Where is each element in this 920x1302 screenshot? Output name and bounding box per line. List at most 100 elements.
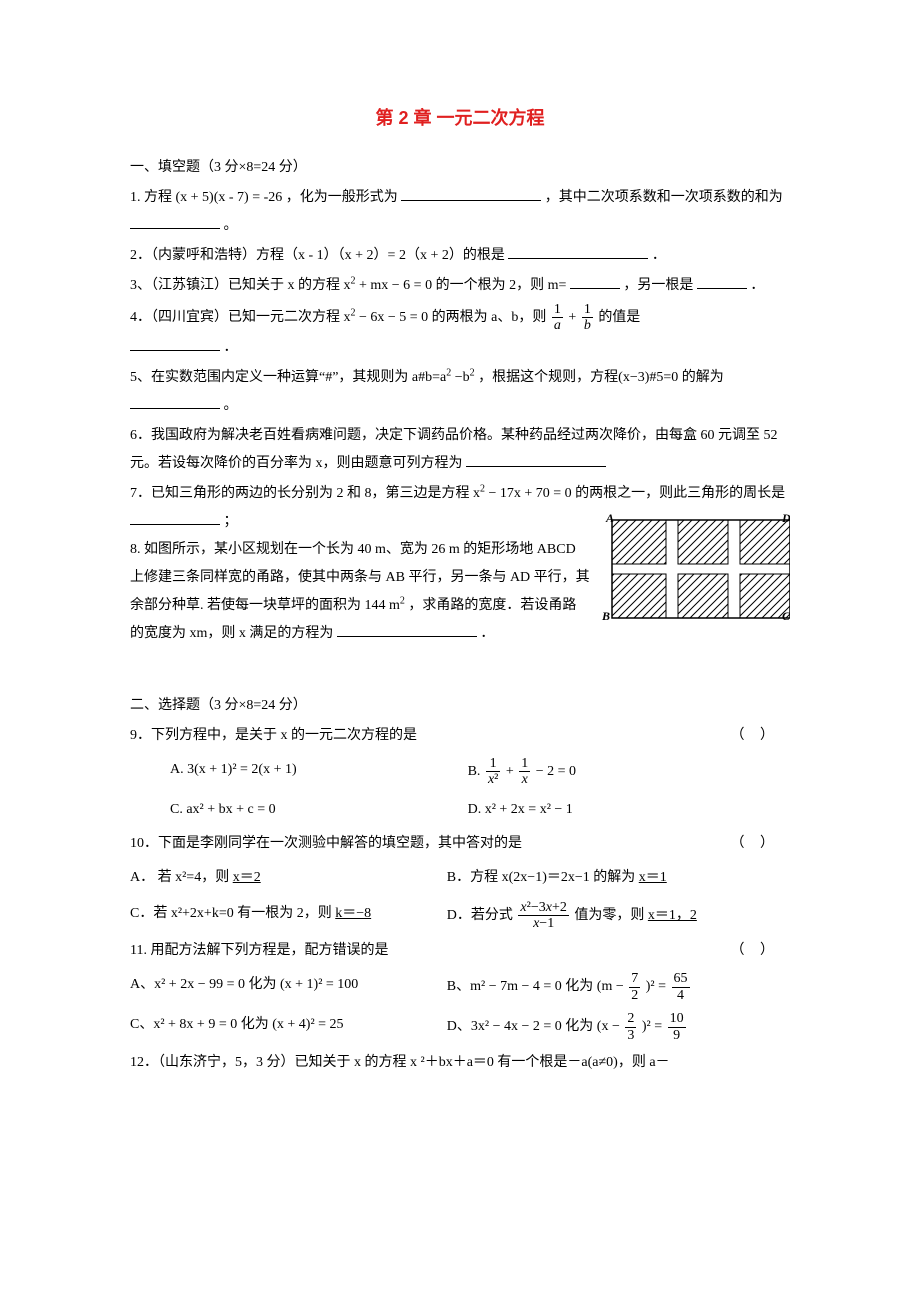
question-5: 5、在实数范围内定义一种运算“#”，其规则为 a#b=a2 −b2 ，根据这个规… <box>130 364 790 420</box>
q10-text: 10．下面是李刚同学在一次测验中解答的填空题，其中答对的是 <box>130 836 522 851</box>
q11-paren: （ ） <box>731 937 781 965</box>
q10A-1: A． 若 x²=4，则 <box>130 870 233 885</box>
q9B-frac1: 1x² <box>486 756 500 788</box>
svg-text:B: B <box>601 609 610 622</box>
section-1-header: 一、填空题（3 分×8=24 分） <box>130 154 790 182</box>
question-11: 11. 用配方法解下列方程是，配方错误的是 （ ） <box>130 937 790 965</box>
section-2-header: 二、选择题（3 分×8=24 分） <box>130 692 790 720</box>
question-4: 4．（四川宜宾）已知一元二次方程 x2 − 6x − 5 = 0 的两根为 a、… <box>130 302 790 362</box>
q2-text-a: 2．（内蒙呼和浩特）方程（x - 1）（x + 2）= 2（x + 2）的根是 <box>130 248 505 263</box>
q3-text-a: 3、（江苏镇江）已知关于 x 的方程 x <box>130 278 351 293</box>
q1-blank-1 <box>401 186 541 201</box>
q2-text-b: ． <box>652 248 666 263</box>
q11B-frac1: 72 <box>629 971 640 1003</box>
q4-text-d: ． <box>224 340 238 355</box>
q5-text-d: 。 <box>224 398 238 413</box>
q2-blank <box>508 244 648 259</box>
q11B-b: )² = <box>646 979 670 994</box>
q6-blank <box>466 452 606 467</box>
q3-sup: 2 <box>351 275 356 286</box>
q11D-b: )² = <box>642 1019 666 1034</box>
q11-text: 11. 用配方法解下列方程是，配方错误的是 <box>130 943 388 958</box>
q10-paren: （ ） <box>731 830 781 858</box>
q7-text-b: − 17x + 70 = 0 的两根之一，则此三角形的周长是 <box>489 486 786 501</box>
q4-blank <box>130 336 220 351</box>
q9-opt-D: D. x² + 2x = x² − 1 <box>468 796 766 824</box>
q11-opt-D: D、3x² − 4x − 2 = 0 化为 (x − 23 )² = 109 <box>447 1011 764 1043</box>
q10D-frac: x²−3x+2x−1 <box>518 900 568 932</box>
question-10: 10．下面是李刚同学在一次测验中解答的填空题，其中答对的是 （ ） <box>130 830 790 858</box>
q7-text-a: 7．已知三角形的两边的长分别为 2 和 8，第三边是方程 x <box>130 486 480 501</box>
question-12: 12．（山东济宁，5，3 分）已知关于 x 的方程 x ²＋bx＋a＝0 有一个… <box>130 1049 790 1077</box>
svg-text:D: D <box>781 512 790 525</box>
q11B-frac2: 654 <box>672 971 690 1003</box>
q10B-2: x＝1 <box>639 870 667 885</box>
q3-blank-1 <box>570 274 620 289</box>
svg-text:A: A <box>605 512 614 525</box>
q10C-1: C．若 x²+2x+k=0 有一根为 2，则 <box>130 906 335 921</box>
q3-blank-2 <box>697 274 747 289</box>
q10-opt-A: A． 若 x²=4，则 x＝2 <box>130 864 447 892</box>
svg-text:C: C <box>782 609 790 622</box>
q11D-frac2: 109 <box>668 1011 686 1043</box>
q9-paren: （ ） <box>731 722 781 750</box>
q5-text-a: 5、在实数范围内定义一种运算“#”，其规则为 a#b=a <box>130 370 446 385</box>
question-9: 9．下列方程中，是关于 x 的一元二次方程的是 （ ） <box>130 722 790 750</box>
q7-blank <box>130 510 220 525</box>
page-title: 第 2 章 一元二次方程 <box>130 100 790 136</box>
question-2: 2．（内蒙呼和浩特）方程（x - 1）（x + 2）= 2（x + 2）的根是 … <box>130 242 790 270</box>
q1-blank-2 <box>130 214 220 229</box>
q9-text: 9．下列方程中，是关于 x 的一元二次方程的是 <box>130 728 417 743</box>
q10D-3: x＝1，2 <box>648 908 697 923</box>
q8-blank <box>337 622 477 637</box>
q9-options: A. 3(x + 1)² = 2(x + 1) B. 1x² + 1x − 2 … <box>170 752 790 828</box>
q1-text-b: ，其中二次项系数和一次项系数的和为 <box>545 190 783 205</box>
question-1: 1. 方程 (x + 5)(x - 7) = -26 ，化为一般形式为 ，其中二… <box>130 184 790 240</box>
q10-opt-B: B．方程 x(2x−1)＝2x−1 的解为 x＝1 <box>447 864 764 892</box>
q12-text: 12．（山东济宁，5，3 分）已知关于 x 的方程 x ²＋bx＋a＝0 有一个… <box>130 1055 670 1070</box>
q7-text-c: ； <box>224 514 238 529</box>
q11-options: A、x² + 2x − 99 = 0 化为 (x + 1)² = 100 B、m… <box>130 967 790 1047</box>
q11-opt-B: B、m² − 7m − 4 = 0 化为 (m − 72 )² = 654 <box>447 971 764 1003</box>
q4-sup: 2 <box>351 307 356 318</box>
q3-text-d: ． <box>750 278 764 293</box>
q4-text-a: 4．（四川宜宾）已知一元二次方程 x <box>130 310 351 325</box>
q3-text-b: + mx − 6 = 0 的一个根为 2，则 m= <box>359 278 566 293</box>
q4-frac-2: 1b <box>582 302 593 334</box>
q3-text-c: ，另一根是 <box>623 278 693 293</box>
question-6: 6．我国政府为解决老百姓看病难问题，决定下调药品价格。某种药品经过两次降价，由每… <box>130 422 790 478</box>
q1-text-a: 1. 方程 (x + 5)(x - 7) = -26 ，化为一般形式为 <box>130 190 398 205</box>
q10D-1: D．若分式 <box>447 908 517 923</box>
question-3: 3、（江苏镇江）已知关于 x 的方程 x2 + mx − 6 = 0 的一个根为… <box>130 272 790 300</box>
q10-options: A． 若 x²=4，则 x＝2 B．方程 x(2x−1)＝2x−1 的解为 x＝… <box>130 860 790 936</box>
q5-sup-a: 2 <box>446 367 451 378</box>
q4-text-b: − 6x − 5 = 0 的两根为 a、b，则 <box>359 310 550 325</box>
q9-opt-A: A. 3(x + 1)² = 2(x + 1) <box>170 756 468 788</box>
q9B-a: B. <box>468 764 484 779</box>
q9-opt-C: C. ax² + bx + c = 0 <box>170 796 468 824</box>
q1-text-c: 。 <box>224 218 238 233</box>
q11D-frac1: 23 <box>625 1011 636 1043</box>
q4-text-c: 的值是 <box>598 310 640 325</box>
q9B-frac2: 1x <box>519 756 530 788</box>
q6-text-a: 6．我国政府为解决老百姓看病难问题，决定下调药品价格。某种药品经过两次降价，由每… <box>130 428 778 471</box>
q10B-1: B．方程 x(2x−1)＝2x−1 的解为 <box>447 870 639 885</box>
q11B-a: B、m² − 7m − 4 = 0 化为 (m − <box>447 979 627 994</box>
q7-sup: 2 <box>480 483 485 494</box>
q10-opt-C: C．若 x²+2x+k=0 有一根为 2，则 k＝−8 <box>130 900 447 932</box>
q4-frac-1: 1a <box>552 302 563 334</box>
figure-q8: A D B C <box>600 512 790 633</box>
q10-opt-D: D．若分式 x²−3x+2x−1 值为零，则 x＝1，2 <box>447 900 764 932</box>
q11D-a: D、3x² − 4x − 2 = 0 化为 (x − <box>447 1019 624 1034</box>
q9-opt-B: B. 1x² + 1x − 2 = 0 <box>468 756 766 788</box>
q10C-2: k＝−8 <box>335 906 371 921</box>
q8-text-c: ． <box>480 626 494 641</box>
q10A-2: x＝2 <box>233 870 261 885</box>
question-7-8: 7．已知三角形的两边的长分别为 2 和 8，第三边是方程 x2 − 17x + … <box>130 480 790 648</box>
q10D-2: 值为零，则 <box>574 908 648 923</box>
q5-sup-b: 2 <box>470 367 475 378</box>
q11-opt-A: A、x² + 2x − 99 = 0 化为 (x + 1)² = 100 <box>130 971 447 1003</box>
q11-opt-C: C、x² + 8x + 9 = 0 化为 (x + 4)² = 25 <box>130 1011 447 1043</box>
q5-text-c: ，根据这个规则，方程(x−3)#5=0 的解为 <box>478 370 724 385</box>
q9B-b: − 2 = 0 <box>536 764 576 779</box>
